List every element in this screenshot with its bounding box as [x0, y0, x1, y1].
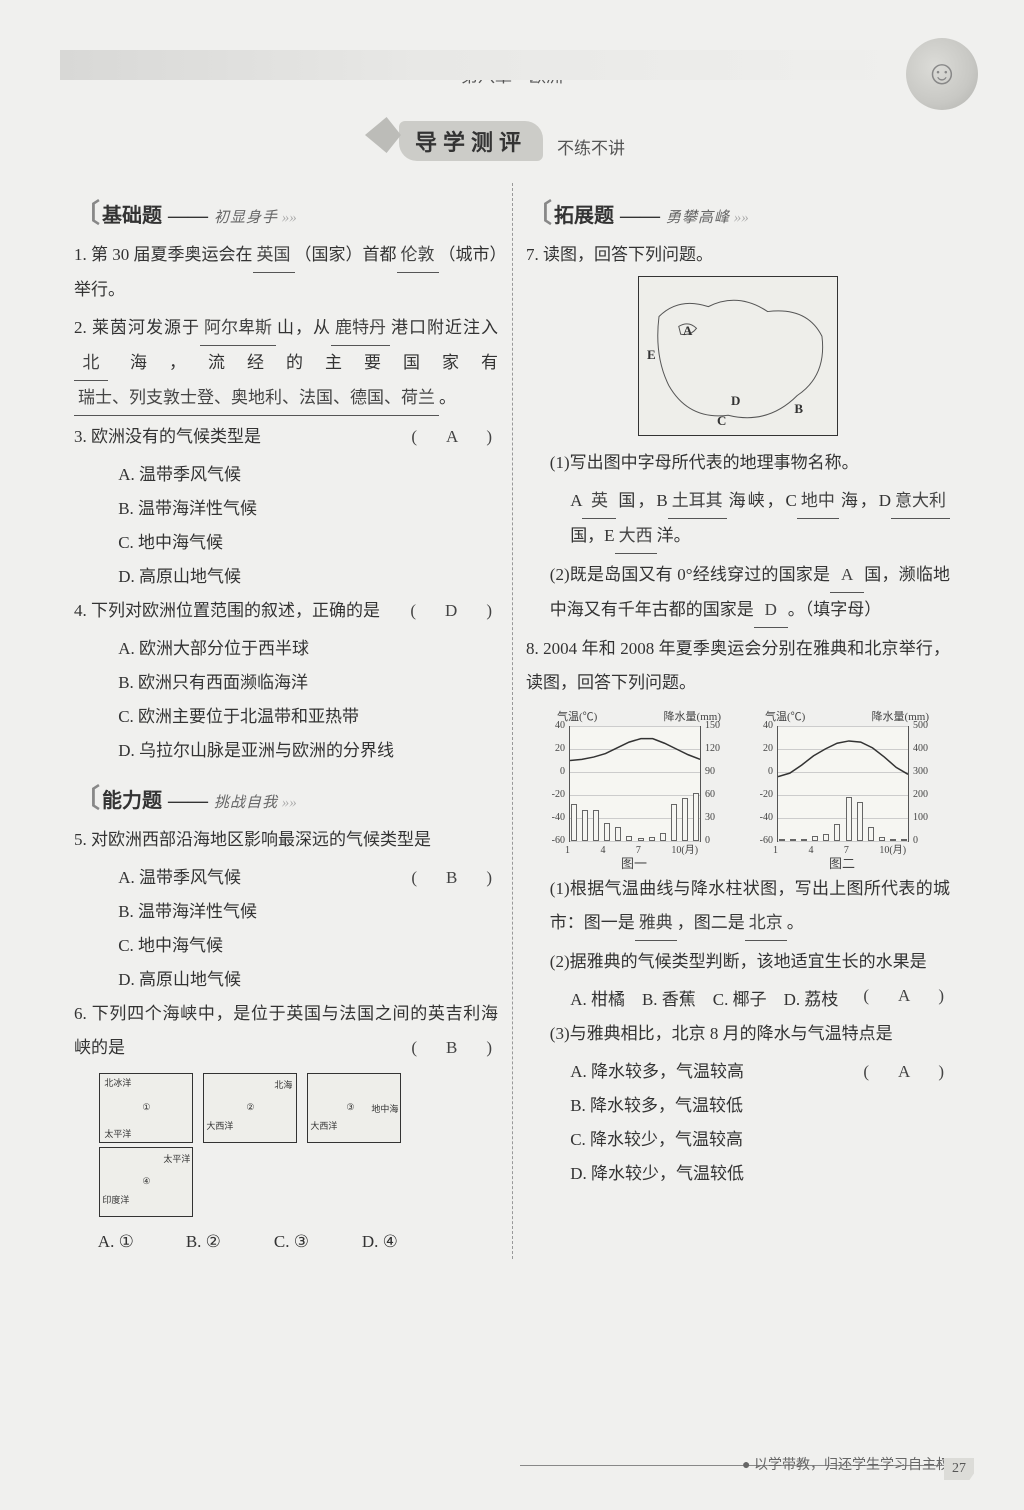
section-basic-header: 〔 基础题 —— 初显身手: [74, 193, 498, 230]
q1-blank1: 英国: [253, 238, 295, 273]
q2-b4: 瑞士、列支敦士登、奥地利、法国、德国、荷兰: [74, 381, 439, 416]
q6-map2: 大西洋 北海 ②: [203, 1073, 297, 1143]
q6-map1: 北冰洋 太平洋 ①: [99, 1073, 193, 1143]
q8-charts: 气温(℃)降水量(mm) 图一 40200-20-40-601501209060…: [526, 708, 950, 868]
q5-stem: 5. 对欧洲西部沿海地区影响最深远的气候类型是: [74, 823, 498, 857]
evaluation-subtitle: 不练不讲: [557, 134, 625, 159]
q8-p1: (1)根据气温曲线与降水柱状图，写出上图所代表的城市：图一是雅典，图二是北京。: [526, 872, 950, 941]
header-band: [60, 50, 964, 80]
q8-stem: 8. 2004 年和 2008 年夏季奥运会分别在雅典和北京举行，读图，回答下列…: [526, 632, 950, 700]
q2-b1: 阿尔卑斯: [200, 311, 276, 346]
footer-text: 以学带教，归还学生学习自主权: [742, 1454, 950, 1474]
q6-map4: 印度洋 太平洋 ④: [99, 1147, 193, 1217]
right-column: 〔 拓展题 —— 勇攀高峰 7. 读图，回答下列问题。 A B C D E (1…: [512, 183, 964, 1259]
q1-blank2: 伦敦: [397, 238, 439, 273]
section-ability-sub: 挑战自我: [214, 791, 297, 812]
q6-opts: A. ①B. ②C. ③D. ④: [74, 1225, 498, 1259]
section-ability-title: 能力题: [102, 784, 162, 813]
q8-p3-stem: (3)与雅典相比，北京 8 月的降水与气温特点是: [526, 1017, 950, 1051]
q6-maps: 北冰洋 太平洋 ① 大西洋 北海 ② 大西洋 地中海 ③ 印度洋 太平洋 ④: [74, 1071, 498, 1219]
q3-stem: 3. 欧洲没有的气候类型是( A ): [74, 420, 498, 454]
page-number: 27: [944, 1458, 974, 1480]
section-ability-header: 〔 能力题 —— 挑战自我: [74, 778, 498, 815]
q7-p2: (2)既是岛国又有 0°经线穿过的国家是A国，濒临地中海又有千年古都的国家是D。…: [526, 558, 950, 628]
evaluation-title: 导学测评: [399, 121, 543, 161]
section-extend-sub: 勇攀高峰: [666, 206, 749, 227]
q2-b2: 鹿特丹: [331, 311, 390, 346]
section-extend-header: 〔 拓展题 —— 勇攀高峰: [526, 193, 950, 230]
q1: 1. 第 30 届夏季奥运会在英国（国家）首都伦敦（城市）举行。: [74, 238, 498, 307]
q8-chart2: 气温(℃)降水量(mm) 图二 40200-20-40-605004003002…: [747, 708, 937, 868]
section-basic-sub: 初显身手: [214, 206, 297, 227]
q6-map3: 大西洋 地中海 ③: [307, 1073, 401, 1143]
column-divider: [512, 183, 513, 1259]
q8-p2-stem: (2)据雅典的气候类型判断，该地适宜生长的水果是( A ): [526, 945, 950, 979]
mascot-icon: ☺: [906, 38, 978, 110]
q2: 2. 莱茵河发源于阿尔卑斯山，从鹿特丹港口附近注入北海，流经的主要国家有瑞士、列…: [74, 311, 498, 416]
q7-p1-lead: (1)写出图中字母所代表的地理事物名称。: [526, 446, 950, 480]
q4-opts: A. 欧洲大部分位于西半球B. 欧洲只有西面濒临海洋C. 欧洲主要位于北温带和亚…: [74, 632, 498, 768]
europe-outline-icon: [639, 277, 837, 435]
q6-stem: 6. 下列四个海峡中，是位于英国与法国之间的英吉利海峡的是( B ): [74, 997, 498, 1065]
evaluation-header: 导学测评 不练不讲: [60, 121, 964, 161]
q7-europe-map: A B C D E: [638, 276, 838, 436]
q4-stem: 4. 下列对欧洲位置范围的叙述，正确的是( D ): [74, 594, 498, 628]
section-basic-title: 基础题: [102, 199, 162, 228]
q3-opts: A. 温带季风气候B. 温带海洋性气候C. 地中海气候D. 高原山地气候: [74, 458, 498, 594]
q2-b3: 北: [74, 346, 108, 381]
q7-p1-body: A英国，B土耳其海峡，C地中海，D意大利国，E大西洋。: [526, 484, 950, 554]
q8-chart1: 气温(℃)降水量(mm) 图一 40200-20-40-601501209060…: [539, 708, 729, 868]
section-extend-title: 拓展题: [554, 199, 614, 228]
left-column: 〔 基础题 —— 初显身手 1. 第 30 届夏季奥运会在英国（国家）首都伦敦（…: [60, 183, 512, 1259]
q7-stem: 7. 读图，回答下列问题。: [526, 238, 950, 272]
